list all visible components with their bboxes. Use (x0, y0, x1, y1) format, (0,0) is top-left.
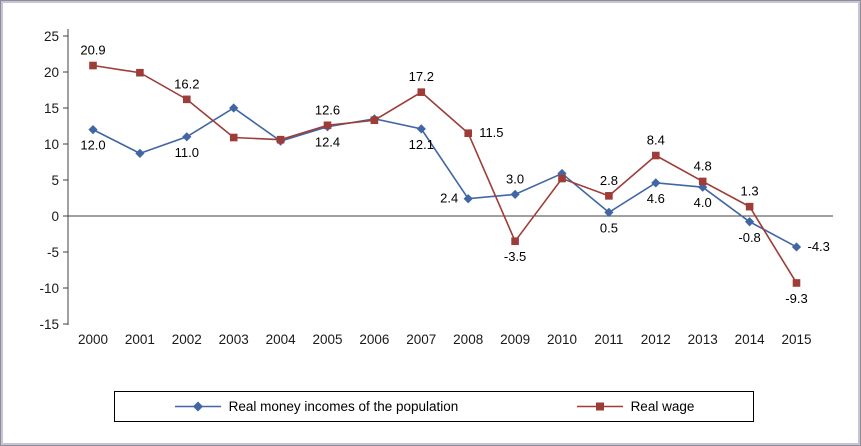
y-axis-tick-label: -15 (39, 317, 59, 332)
data-point-square (605, 192, 613, 200)
series-line-square (92, 64, 798, 284)
data-label: 11.0 (175, 145, 199, 160)
legend-diamond-marker-icon (174, 401, 221, 412)
x-axis-tick-label: 2001 (125, 332, 155, 347)
x-axis-tick-label: 2014 (735, 332, 766, 347)
y-axis-tick-label: 0 (51, 209, 59, 224)
y-axis-tick-label: 15 (44, 101, 59, 116)
x-axis-tick-label: 2005 (312, 332, 342, 347)
data-label: 2.8 (600, 173, 618, 188)
data-label: -3.5 (504, 249, 526, 264)
y-axis-tick-label: -10 (39, 281, 59, 296)
data-point-diamond (604, 207, 614, 217)
legend-item-real-money-incomes: Real money incomes of the population (174, 399, 459, 414)
data-label: 8.4 (647, 133, 665, 148)
x-axis-tick-label: 2004 (266, 332, 297, 347)
data-label: 20.9 (80, 43, 105, 58)
series-line-diamond (92, 107, 797, 248)
y-axis-tick-label: 5 (51, 173, 59, 188)
x-axis-tick-label: 2007 (406, 332, 436, 347)
y-axis-tick-label: 10 (44, 137, 59, 152)
x-axis-tick-label: 2002 (172, 332, 202, 347)
data-label: 1.3 (741, 184, 759, 199)
x-axis-tick-label: 2009 (500, 332, 530, 347)
data-point-diamond (416, 124, 426, 134)
data-point-square (698, 177, 707, 186)
data-point-square (229, 133, 238, 142)
data-point-square (89, 61, 97, 70)
data-label: -4.3 (808, 239, 830, 254)
legend-square-marker-icon (576, 402, 623, 411)
y-axis-tick-label: -5 (47, 245, 59, 260)
data-point-diamond (463, 194, 473, 204)
data-label: 17.2 (409, 69, 434, 84)
data-label: 0.5 (600, 220, 618, 235)
x-axis-tick-label: 2003 (219, 332, 249, 347)
x-axis-tick-label: 2008 (453, 332, 483, 347)
data-point-diamond (745, 217, 755, 227)
x-axis-tick-label: 2006 (359, 332, 389, 347)
x-axis-tick-label: 2013 (688, 332, 718, 347)
data-point-square (276, 135, 285, 144)
data-label: 12.6 (315, 102, 340, 117)
data-point-diamond (135, 148, 145, 158)
legend-item-real-wage: Real wage (576, 399, 695, 414)
data-point-square (792, 279, 801, 287)
data-point-square (652, 151, 660, 160)
data-point-diamond (229, 103, 239, 113)
data-label: 2.4 (440, 191, 458, 206)
x-axis-tick-label: 2010 (547, 332, 577, 347)
data-label: 12.1 (409, 137, 434, 152)
data-label: 4.6 (647, 191, 665, 206)
data-point-square (511, 237, 519, 245)
data-point-square (417, 88, 426, 96)
data-label: 4.0 (694, 195, 712, 210)
x-axis-tick-label: 2000 (78, 332, 108, 347)
chart-legend: Real money incomes of the population Rea… (114, 391, 754, 422)
data-label: 3.0 (506, 171, 524, 186)
legend-label-real-money-incomes: Real money incomes of the population (228, 399, 459, 414)
y-axis-tick-label: 20 (44, 65, 59, 80)
data-point-square (370, 116, 379, 125)
data-label: 12.0 (80, 138, 105, 153)
data-label: 11.5 (479, 125, 503, 140)
data-point-diamond (791, 242, 802, 252)
data-point-square (558, 174, 566, 183)
data-label: 4.8 (694, 158, 712, 173)
data-point-square (745, 202, 754, 211)
data-point-square (323, 121, 332, 130)
data-point-square (136, 68, 144, 77)
data-point-square (183, 95, 191, 104)
data-label: 16.2 (174, 76, 199, 91)
data-label: -9.3 (785, 291, 807, 306)
y-axis-tick-label: 25 (44, 29, 59, 44)
data-point-diamond (510, 189, 520, 199)
data-label: -0.8 (738, 230, 760, 245)
data-point-square (464, 129, 472, 137)
x-axis-tick-label: 2011 (594, 332, 623, 347)
data-point-diamond (88, 125, 98, 135)
x-axis-tick-label: 2015 (781, 332, 811, 347)
data-label: 12.4 (315, 135, 340, 150)
legend-label-real-wage: Real wage (630, 399, 695, 414)
data-point-diamond (651, 178, 661, 188)
data-point-diamond (182, 132, 192, 142)
x-axis-tick-label: 2012 (641, 332, 671, 347)
